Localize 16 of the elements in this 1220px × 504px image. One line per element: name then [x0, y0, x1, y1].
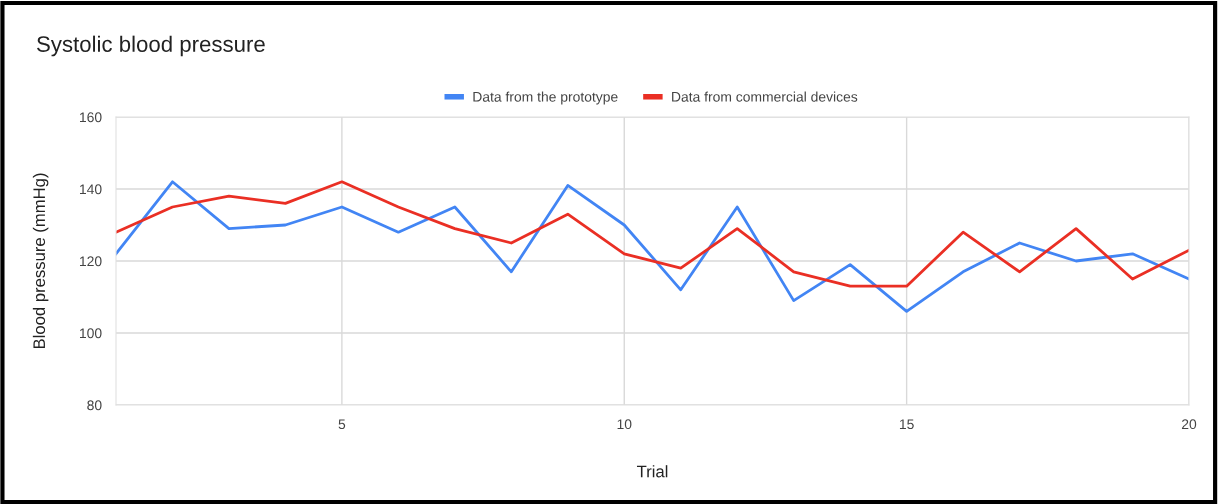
- legend-label: Data from commercial devices: [672, 91, 858, 102]
- y-tick-label: 120: [80, 256, 102, 267]
- line-series: [116, 180, 1189, 288]
- x-tick-label: 20: [1181, 419, 1197, 430]
- chart-title: Systolic blood pressure: [37, 35, 265, 57]
- y-tick-label: 100: [80, 328, 102, 339]
- y-tick-label: 160: [80, 112, 102, 123]
- x-tick-label: 15: [899, 419, 914, 430]
- x-tick-label: 5: [338, 419, 346, 430]
- y-axis-title: Blood pressure (mmHg): [32, 173, 49, 349]
- x-tick-label: 10: [617, 419, 632, 430]
- line-series: [116, 180, 1189, 313]
- y-tick-label: 140: [80, 184, 102, 195]
- legend-label: Data from the prototype: [473, 91, 618, 105]
- x-axis-title: Trial: [636, 465, 668, 478]
- y-tick-label: 80: [87, 400, 102, 411]
